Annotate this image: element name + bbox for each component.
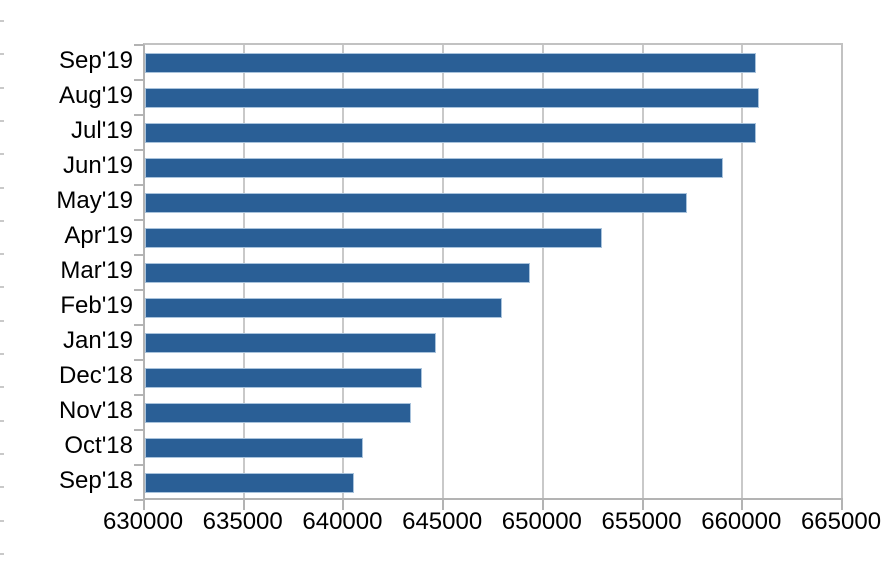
x-axis-tick — [242, 500, 245, 510]
bar-jul19 — [145, 122, 757, 143]
left-edge-tick — [0, 552, 4, 555]
left-edge-tick — [0, 486, 4, 489]
x-axis-tick — [841, 500, 843, 510]
left-edge-tick — [0, 386, 4, 389]
left-edge-tick — [0, 20, 4, 22]
category-label: Nov'18 — [59, 397, 133, 424]
category-label: Jan'19 — [63, 327, 133, 354]
x-axis-tick — [442, 500, 445, 510]
x-axis-line — [143, 498, 843, 500]
x-axis-tick-label: 645000 — [402, 508, 483, 535]
left-edge-tick — [0, 319, 4, 322]
bar-apr19 — [145, 227, 602, 248]
x-axis-tick — [741, 500, 744, 510]
category-label: May'19 — [56, 187, 133, 214]
left-edge-tick — [0, 286, 4, 289]
left-edge-tick — [0, 186, 4, 189]
category-label: Mar'19 — [60, 257, 133, 284]
y-axis-tick — [134, 149, 143, 151]
gridline — [541, 45, 544, 500]
x-axis-tick — [541, 500, 544, 510]
x-axis-tick-label: 630000 — [102, 508, 184, 535]
category-label: Apr'19 — [64, 222, 133, 249]
x-axis-tick — [641, 500, 644, 510]
left-edge-tick — [0, 452, 4, 455]
x-axis-tick-label: 650000 — [501, 508, 582, 535]
x-axis-tick-label: 665000 — [800, 508, 882, 535]
category-label: Sep'19 — [59, 47, 133, 74]
x-axis-tick-label: 655000 — [601, 508, 682, 535]
y-axis-tick — [134, 114, 143, 116]
left-edge-tick — [0, 86, 4, 89]
category-label: Sep'18 — [59, 467, 133, 494]
left-edge-tick — [0, 519, 4, 522]
bar-oct18 — [145, 437, 364, 458]
y-axis-tick — [134, 464, 143, 466]
category-label: Feb'19 — [60, 292, 133, 319]
left-edge-tick — [0, 253, 4, 256]
bar-aug19 — [145, 87, 760, 108]
left-edge-tick — [0, 353, 4, 355]
left-edge-tick — [0, 219, 4, 222]
left-edge-tick — [0, 153, 4, 156]
plot-area — [134, 43, 843, 510]
category-label: Oct'18 — [64, 432, 133, 459]
category-label: Jun'19 — [63, 152, 133, 179]
x-axis-tick — [143, 500, 145, 510]
left-edge-tick — [0, 419, 4, 422]
y-axis-tick — [134, 184, 143, 186]
left-edge-tick — [0, 53, 4, 56]
gridline — [741, 45, 744, 500]
bar-nov18 — [145, 402, 412, 423]
gridline — [641, 45, 644, 500]
bar-dec18 — [145, 367, 423, 388]
x-axis-tick-label: 640000 — [302, 508, 383, 535]
y-axis-tick — [134, 429, 143, 431]
bar-mar19 — [145, 262, 530, 283]
category-label: Dec'18 — [59, 362, 133, 389]
x-axis-tick-label: 660000 — [701, 508, 782, 535]
left-edge-tick — [0, 119, 4, 122]
y-axis-tick — [134, 359, 143, 361]
y-axis-tick — [134, 324, 143, 326]
bar-jun19 — [145, 157, 724, 178]
y-axis-tick — [134, 394, 143, 396]
y-axis-tick — [134, 79, 143, 81]
y-axis-tick — [134, 289, 143, 291]
category-label: Aug'19 — [59, 82, 133, 109]
y-axis-tick — [134, 44, 143, 46]
bar-feb19 — [145, 297, 502, 318]
category-label: Jul'19 — [71, 117, 133, 144]
bar-may19 — [145, 192, 688, 213]
x-axis-tick — [342, 500, 345, 510]
y-axis-tick — [134, 254, 143, 256]
gridline — [841, 45, 843, 500]
x-axis-tick-label: 635000 — [202, 508, 283, 535]
bar-jan19 — [145, 332, 437, 353]
bar-sep18 — [145, 472, 355, 493]
y-axis-tick — [134, 219, 143, 221]
y-axis-tick — [134, 499, 143, 501]
bar-sep19 — [145, 52, 757, 73]
